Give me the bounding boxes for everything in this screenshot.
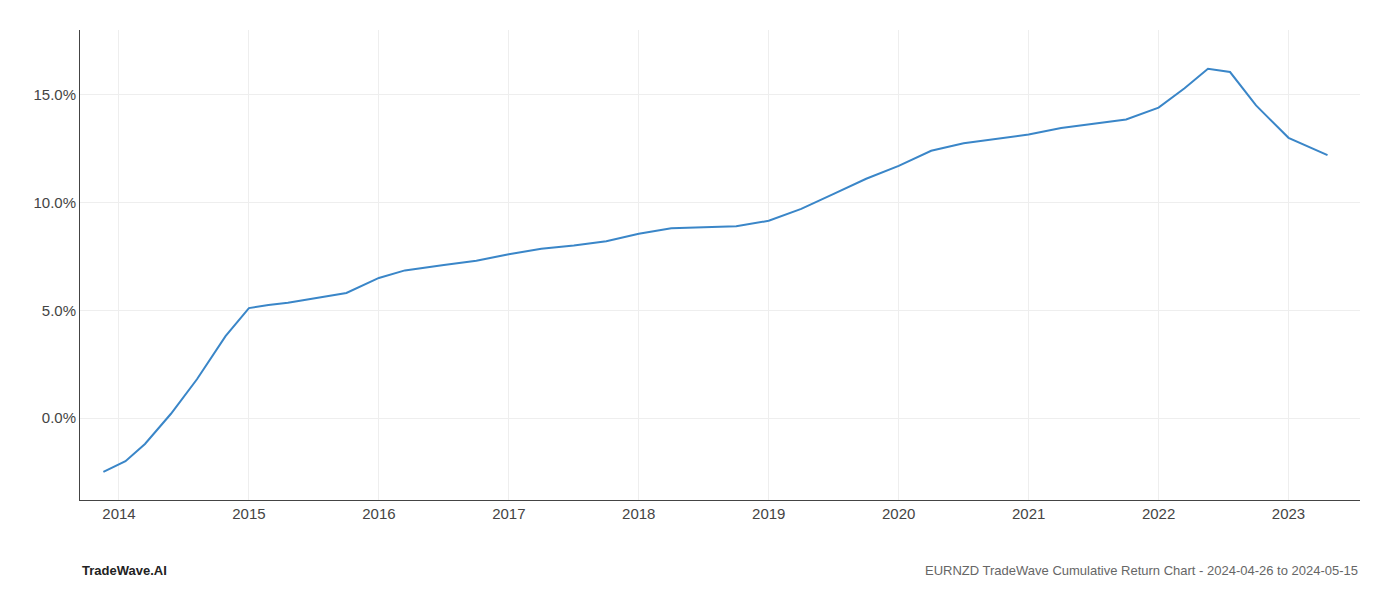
svg-text:2016: 2016 bbox=[362, 505, 395, 522]
svg-text:2020: 2020 bbox=[882, 505, 915, 522]
svg-text:2014: 2014 bbox=[102, 505, 135, 522]
svg-text:EURNZD TradeWave Cumulative Re: EURNZD TradeWave Cumulative Return Chart… bbox=[925, 563, 1358, 578]
svg-text:0.0%: 0.0% bbox=[42, 409, 76, 426]
svg-text:2017: 2017 bbox=[492, 505, 525, 522]
svg-text:2015: 2015 bbox=[232, 505, 265, 522]
svg-text:10.0%: 10.0% bbox=[33, 194, 76, 211]
svg-text:5.0%: 5.0% bbox=[42, 302, 76, 319]
svg-text:TradeWave.AI: TradeWave.AI bbox=[82, 563, 167, 578]
svg-text:2018: 2018 bbox=[622, 505, 655, 522]
svg-text:15.0%: 15.0% bbox=[33, 86, 76, 103]
svg-text:2022: 2022 bbox=[1142, 505, 1175, 522]
svg-text:2021: 2021 bbox=[1012, 505, 1045, 522]
svg-text:2023: 2023 bbox=[1272, 505, 1305, 522]
svg-text:2019: 2019 bbox=[752, 505, 785, 522]
